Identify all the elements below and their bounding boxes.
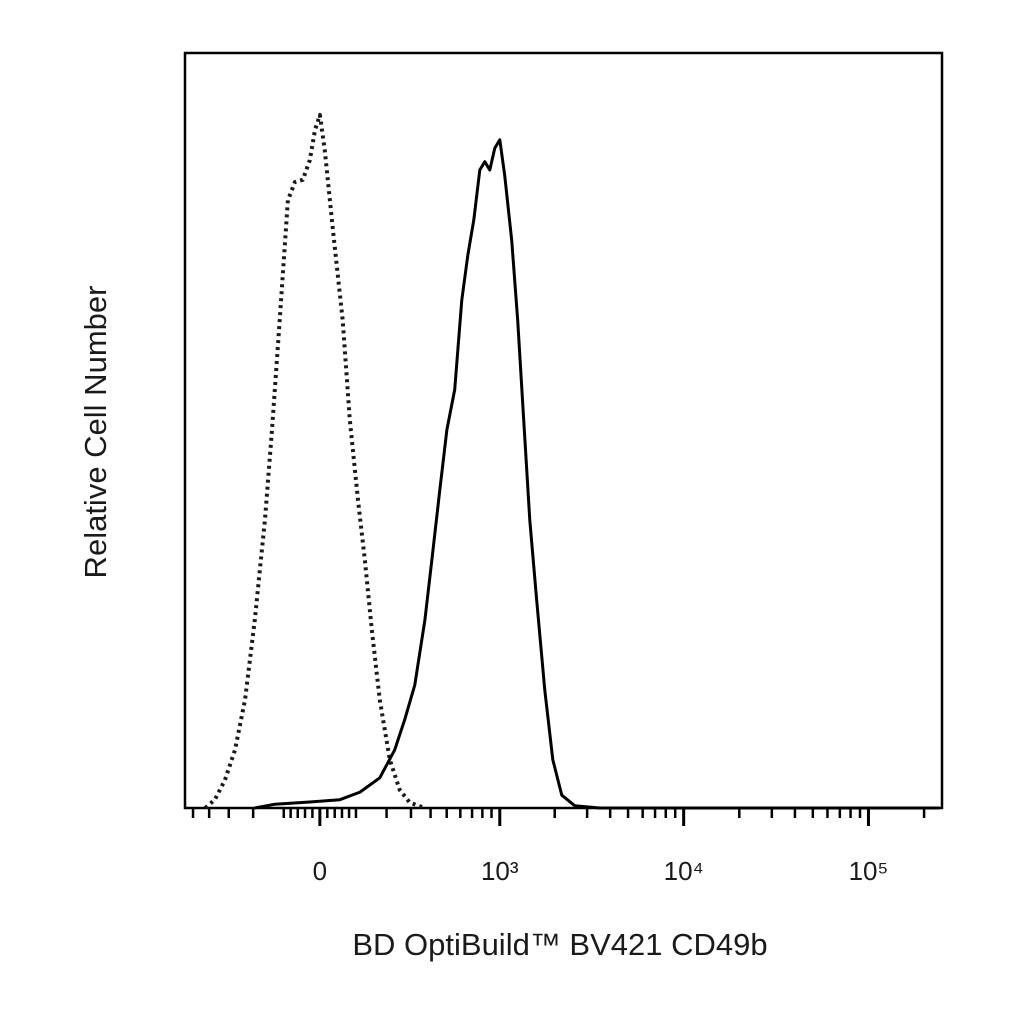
x-tick-label: 0 [313,856,327,886]
x-axis-label: BD OptiBuild™ BV421 CD49b [352,927,767,962]
histogram-line [254,138,940,810]
x-tick-label: 10⁴ [664,856,704,886]
x-tick-label: 10³ [481,856,519,886]
histogram-line [203,112,426,810]
x-tick-label: 10⁵ [849,856,889,886]
y-axis-label: Relative Cell Number [78,286,113,579]
plot-frame [183,51,944,810]
